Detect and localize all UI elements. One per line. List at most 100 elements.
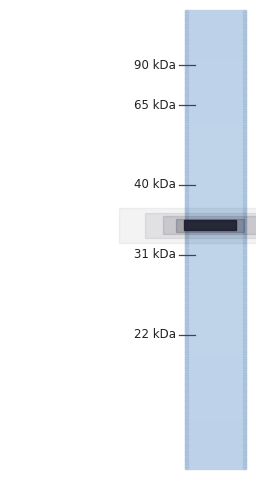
Bar <box>185 10 246 12</box>
Bar <box>185 214 188 217</box>
Bar <box>185 230 246 233</box>
Bar <box>185 421 188 423</box>
Bar <box>185 444 188 446</box>
Bar <box>185 457 246 460</box>
Bar <box>243 428 246 430</box>
Bar <box>185 295 246 297</box>
Bar <box>185 379 246 382</box>
Bar <box>243 58 246 60</box>
Bar <box>185 79 246 81</box>
Bar <box>185 350 246 352</box>
Bar <box>243 240 246 242</box>
Bar <box>185 274 188 276</box>
Bar <box>185 320 246 322</box>
Bar <box>243 113 246 115</box>
Bar <box>243 45 246 47</box>
Bar <box>185 74 188 77</box>
Bar <box>185 391 188 393</box>
Bar <box>185 226 188 228</box>
Bar <box>243 290 246 292</box>
Bar <box>185 364 246 366</box>
Bar <box>185 428 188 430</box>
Bar <box>243 256 246 258</box>
Bar <box>185 410 246 411</box>
Bar <box>185 311 188 313</box>
Bar <box>185 240 246 242</box>
Bar <box>185 51 246 54</box>
Bar <box>185 290 188 292</box>
Bar <box>185 430 246 432</box>
Bar <box>185 455 246 457</box>
Bar <box>185 95 246 97</box>
Bar <box>243 350 246 352</box>
Bar <box>243 311 246 313</box>
Bar <box>185 333 188 336</box>
Bar <box>243 373 246 375</box>
Bar <box>185 115 188 118</box>
Bar <box>243 377 246 379</box>
Bar <box>185 283 246 285</box>
Text: 40 kDa: 40 kDa <box>134 179 176 192</box>
Bar <box>185 384 246 387</box>
Bar <box>243 338 246 341</box>
Bar <box>185 28 246 31</box>
Bar <box>185 175 246 178</box>
Bar <box>243 217 246 219</box>
Bar <box>185 382 188 384</box>
Bar <box>185 24 246 26</box>
Bar <box>243 109 246 111</box>
Bar <box>185 366 246 368</box>
Bar <box>185 123 188 125</box>
Bar <box>185 56 246 58</box>
Bar <box>185 425 188 428</box>
Bar <box>243 54 246 56</box>
Bar <box>185 384 188 387</box>
Bar <box>243 345 246 347</box>
Bar <box>185 118 188 120</box>
Bar <box>185 63 188 65</box>
Bar <box>185 462 246 465</box>
Bar <box>185 37 246 40</box>
Bar <box>243 168 246 171</box>
Bar <box>185 81 188 83</box>
Bar <box>185 354 188 356</box>
Bar <box>243 68 246 69</box>
Bar <box>243 51 246 54</box>
Bar <box>185 205 188 207</box>
Bar <box>185 155 246 157</box>
Bar <box>185 173 188 175</box>
Bar <box>185 217 188 219</box>
Bar <box>185 396 188 398</box>
Bar <box>185 97 246 100</box>
Bar <box>185 28 188 31</box>
Bar <box>176 218 244 231</box>
Bar <box>185 45 246 47</box>
Bar <box>185 152 246 155</box>
Bar <box>185 173 246 175</box>
Bar <box>185 336 188 338</box>
Bar <box>185 79 188 81</box>
Bar <box>185 329 246 331</box>
Bar <box>185 331 246 333</box>
Bar <box>185 24 188 26</box>
Bar <box>243 74 246 77</box>
Bar <box>243 212 246 214</box>
Bar <box>119 207 256 242</box>
Bar <box>185 361 246 364</box>
Bar <box>243 439 246 442</box>
Bar <box>243 33 246 35</box>
Bar <box>185 437 246 439</box>
Bar <box>185 102 246 104</box>
Bar <box>243 207 246 210</box>
Bar <box>185 205 246 207</box>
Bar <box>185 306 246 308</box>
Bar <box>185 240 188 242</box>
Bar <box>185 72 188 74</box>
Bar <box>185 207 246 210</box>
Bar <box>185 106 246 109</box>
Bar <box>185 210 188 212</box>
Bar <box>185 336 246 338</box>
Bar <box>185 338 246 341</box>
Bar <box>185 387 188 388</box>
Bar <box>185 253 188 256</box>
